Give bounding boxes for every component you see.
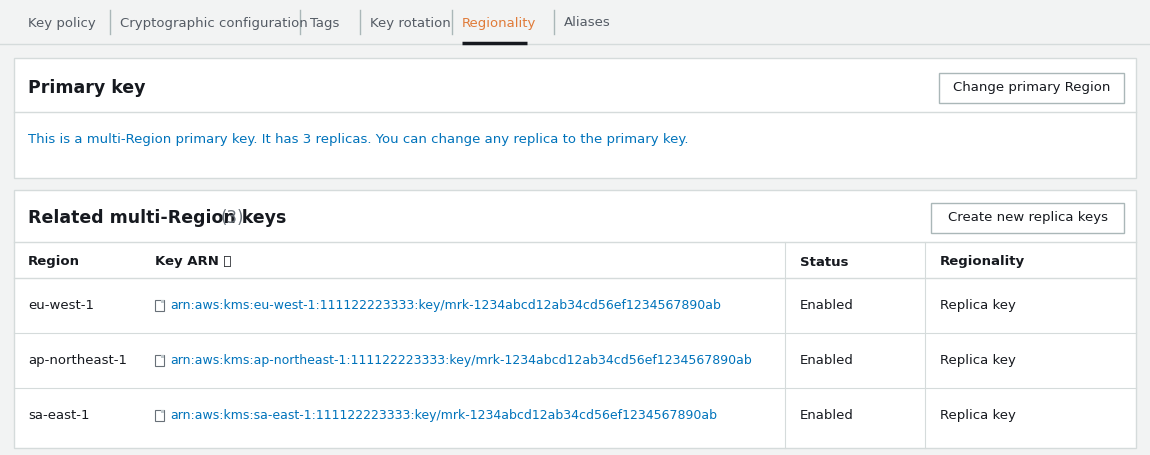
Text: arn:aws:kms:ap-northeast-1:111122223333:key/mrk-1234abcd12ab34cd56ef1234567890ab: arn:aws:kms:ap-northeast-1:111122223333:…: [170, 354, 752, 367]
Text: Replica key: Replica key: [940, 299, 1015, 312]
Text: Region: Region: [28, 256, 80, 268]
Text: Aliases: Aliases: [564, 16, 611, 30]
Text: Replica key: Replica key: [940, 409, 1015, 422]
FancyBboxPatch shape: [14, 58, 1136, 178]
Text: This is a multi-Region primary key. It has 3 replicas. You can change any replic: This is a multi-Region primary key. It h…: [28, 133, 689, 147]
Text: Status: Status: [800, 256, 849, 268]
Text: (3): (3): [221, 209, 244, 227]
Text: Primary key: Primary key: [28, 79, 146, 97]
Text: Related multi-Region keys: Related multi-Region keys: [28, 209, 286, 227]
Text: Regionality: Regionality: [462, 16, 536, 30]
Text: eu-west-1: eu-west-1: [28, 299, 94, 312]
FancyBboxPatch shape: [932, 203, 1124, 233]
Text: arn:aws:kms:eu-west-1:111122223333:key/mrk-1234abcd12ab34cd56ef1234567890ab: arn:aws:kms:eu-west-1:111122223333:key/m…: [170, 299, 721, 312]
FancyBboxPatch shape: [0, 0, 1150, 44]
FancyBboxPatch shape: [155, 300, 164, 311]
Text: arn:aws:kms:sa-east-1:111122223333:key/mrk-1234abcd12ab34cd56ef1234567890ab: arn:aws:kms:sa-east-1:111122223333:key/m…: [170, 409, 716, 422]
Text: Enabled: Enabled: [800, 354, 853, 367]
FancyBboxPatch shape: [940, 73, 1124, 103]
Text: sa-east-1: sa-east-1: [28, 409, 90, 422]
FancyBboxPatch shape: [155, 410, 164, 421]
Text: Cryptographic configuration: Cryptographic configuration: [120, 16, 308, 30]
Text: Change primary Region: Change primary Region: [953, 81, 1110, 95]
FancyBboxPatch shape: [161, 410, 164, 413]
Text: Key rotation: Key rotation: [370, 16, 451, 30]
Text: Key ARN ⧉: Key ARN ⧉: [155, 256, 231, 268]
Text: Enabled: Enabled: [800, 409, 853, 422]
Text: Key policy: Key policy: [28, 16, 95, 30]
Text: Regionality: Regionality: [940, 256, 1025, 268]
FancyBboxPatch shape: [14, 190, 1136, 448]
Text: ap-northeast-1: ap-northeast-1: [28, 354, 126, 367]
Text: Replica key: Replica key: [940, 354, 1015, 367]
FancyBboxPatch shape: [161, 300, 164, 303]
FancyBboxPatch shape: [155, 355, 164, 366]
Text: Create new replica keys: Create new replica keys: [948, 212, 1107, 224]
FancyBboxPatch shape: [161, 355, 164, 358]
Text: Enabled: Enabled: [800, 299, 853, 312]
Text: Tags: Tags: [310, 16, 339, 30]
